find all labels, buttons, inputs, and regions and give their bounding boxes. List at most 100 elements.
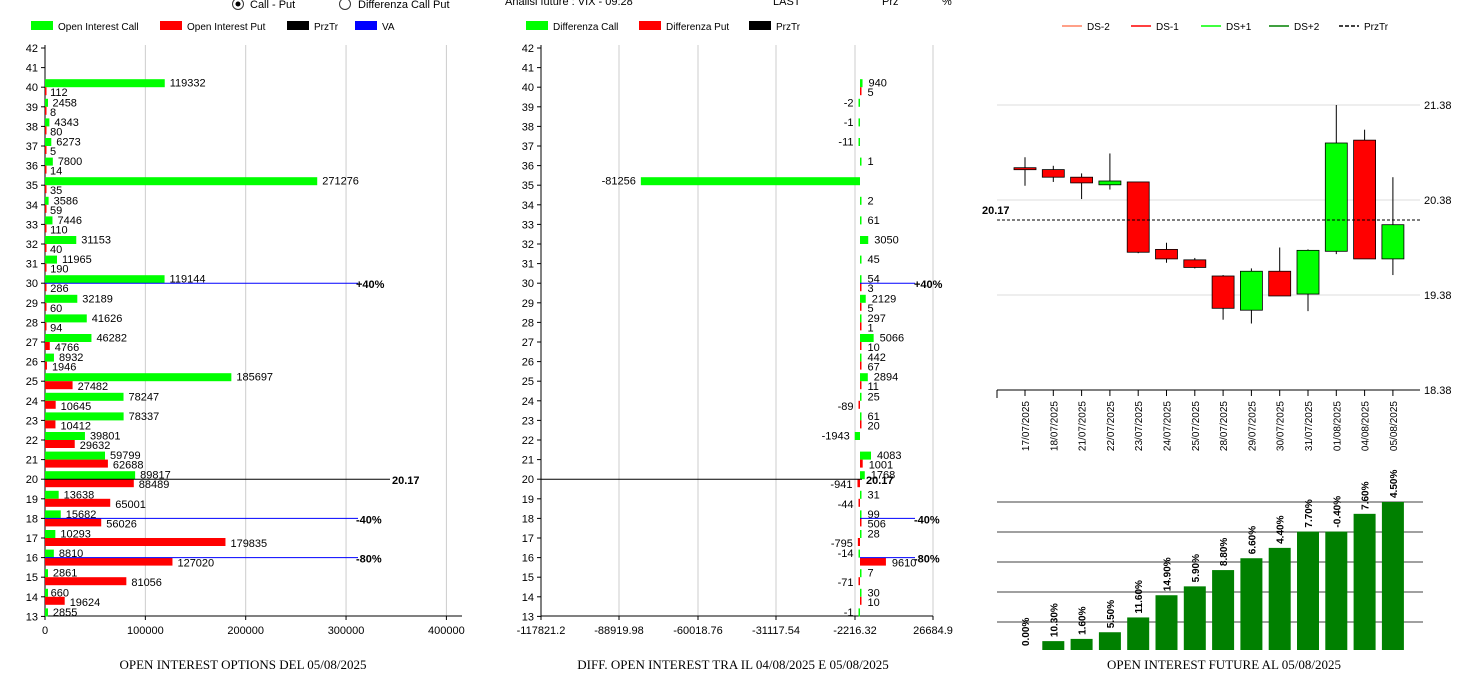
call-value-label: 119332 — [170, 78, 206, 90]
call-bar — [45, 471, 136, 480]
candle-body — [1324, 142, 1348, 252]
put-bar — [45, 204, 47, 213]
chart-title: OPEN INTEREST FUTURE AL 05/08/2025 — [1107, 657, 1341, 672]
future-label: Analisi future : VIX - 09:28 — [505, 0, 633, 8]
y-tick-label: 31 — [26, 259, 38, 271]
call-value-label: 11965 — [62, 254, 92, 266]
x-tick-label: 31/07/2025 — [1304, 401, 1315, 451]
call-value-label: 119144 — [170, 274, 206, 286]
diff-call-bar — [854, 432, 860, 440]
future-oi-label: 8.80% — [1219, 538, 1230, 566]
legend-label: Open Interest Put — [187, 22, 266, 33]
y-tick-label: 34 — [522, 200, 534, 212]
diff-call-bar — [860, 373, 868, 382]
put-bar — [45, 557, 173, 566]
call-value-label: 7800 — [58, 156, 82, 168]
y-tick-label: 13 — [522, 611, 534, 623]
put-bar — [45, 263, 47, 272]
radio-call-put-label: Call - Put — [250, 0, 295, 11]
put-bar — [45, 459, 108, 468]
reference-line-label: -40% — [356, 514, 382, 526]
diff-call-label: 61 — [868, 411, 880, 423]
x-tick-label: 22/07/2025 — [1106, 401, 1117, 451]
candle-body — [1296, 249, 1320, 295]
call-value-label: 46282 — [96, 333, 127, 345]
future-oi-label: 14.90% — [1163, 557, 1174, 591]
put-value-label: 4766 — [55, 342, 79, 354]
put-bar — [45, 440, 75, 448]
options-oi-chart: Open Interest Call Open Interest Put PrzTr… — [26, 21, 465, 672]
put-bar — [45, 361, 47, 370]
diff-put-label: 20 — [868, 420, 880, 432]
x-tick-label: 25/07/2025 — [1191, 401, 1202, 451]
y-tick-label: 24 — [522, 396, 534, 408]
put-value-label: 10645 — [61, 401, 92, 413]
y-tick-label: 15 — [26, 572, 38, 584]
diff-put-label: -44 — [838, 499, 854, 511]
diff-oi-chart: Differenza Call Differenza Put PrzTr131415… — [517, 21, 953, 672]
diff-call-label: 1 — [868, 156, 874, 168]
put-value-label: 60 — [50, 303, 62, 315]
call-value-label: 2855 — [53, 607, 77, 619]
x-tick-label: 01/08/2025 — [1332, 401, 1343, 451]
y-tick-label: 21 — [26, 455, 38, 467]
diff-call-label: 1768 — [871, 470, 895, 482]
put-bar — [45, 420, 56, 429]
future-oi-label: -0.40% — [1332, 496, 1343, 528]
x-tick-label: 26684.9 — [913, 625, 953, 637]
diff-put-label: 1 — [868, 322, 874, 334]
future-oi-bar — [1098, 632, 1121, 650]
x-tick-label: 30/07/2025 — [1276, 401, 1287, 451]
diff-put-label: 5 — [868, 87, 874, 99]
view-mode-radio-call-put[interactable]: Call - Put — [232, 0, 296, 11]
call-bar — [45, 294, 78, 303]
y-tick-label: 14 — [26, 592, 38, 604]
diff-put-bar — [860, 420, 862, 429]
chart-title: DIFF. OPEN INTEREST TRA IL 04/08/2025 E … — [577, 657, 888, 672]
put-bar — [45, 283, 47, 292]
put-bar — [45, 322, 47, 331]
y-tick-label: 32 — [26, 239, 38, 251]
put-value-label: 8 — [50, 107, 56, 119]
y-tick-label: 35 — [26, 180, 38, 192]
future-oi-label: 7.70% — [1304, 499, 1315, 527]
call-bar — [45, 432, 85, 440]
view-mode-radio-diff[interactable]: Differenza Call Put — [339, 0, 450, 11]
call-bar — [45, 588, 48, 597]
diff-call-bar — [860, 79, 863, 88]
legend-swatch — [160, 21, 182, 30]
candle-body — [1013, 167, 1037, 171]
y-tick-label: 37 — [522, 141, 534, 153]
diff-call-label: 442 — [868, 352, 886, 364]
candle-body — [1070, 176, 1093, 184]
x-tick-label: 200000 — [227, 625, 264, 637]
call-value-label: 10293 — [60, 529, 91, 541]
y-tick-label: 35 — [522, 180, 534, 192]
call-bar — [45, 118, 50, 127]
price-label: 20.17 — [982, 205, 1010, 217]
call-bar — [45, 314, 87, 323]
legend-label: PrzTr — [1364, 22, 1389, 33]
diff-call-label: 2 — [868, 195, 874, 207]
y-tick-label: 33 — [26, 219, 38, 231]
diff-put-bar — [860, 459, 863, 468]
put-value-label: 35 — [50, 185, 62, 197]
diff-put-label: 10 — [868, 342, 880, 354]
prz-label: Prz — [882, 0, 899, 8]
y-tick-label: 25 — [522, 376, 534, 388]
call-value-label: 7446 — [57, 215, 81, 227]
future-oi-label: 6.60% — [1247, 526, 1258, 554]
diff-put-label: -71 — [838, 577, 854, 589]
x-tick-label: 05/08/2025 — [1389, 401, 1400, 451]
call-value-label: 271276 — [322, 176, 359, 188]
y-tick-label: 19.38 — [1424, 290, 1452, 302]
future-oi-bar — [1212, 570, 1235, 650]
diff-put-bar — [858, 577, 860, 586]
put-value-label: 80 — [50, 126, 62, 138]
put-value-label: 110 — [50, 224, 68, 236]
y-tick-label: 20.38 — [1424, 195, 1452, 207]
diff-call-label: -1 — [844, 117, 854, 129]
diff-call-bar — [860, 196, 862, 205]
candle-body — [1126, 181, 1150, 253]
diff-call-bar — [858, 608, 860, 617]
